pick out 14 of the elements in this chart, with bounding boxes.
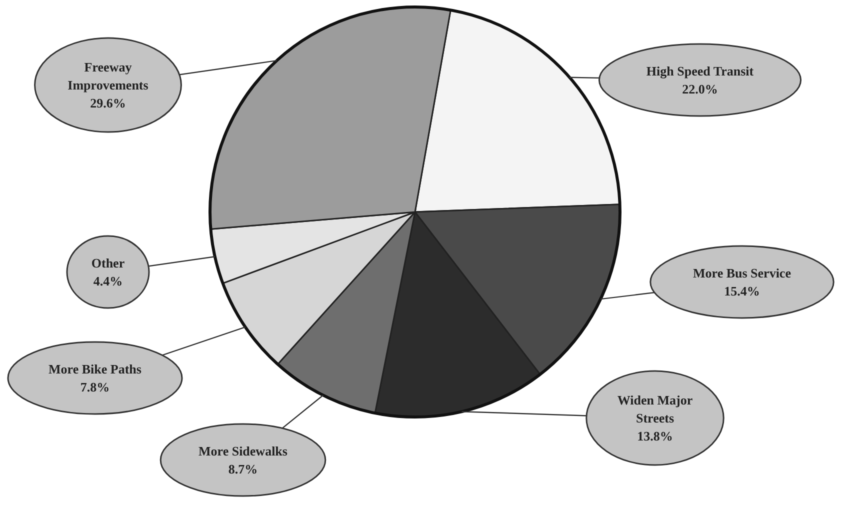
data-label: 15.4% bbox=[724, 284, 760, 298]
slice-label: More Bike Paths bbox=[48, 362, 142, 376]
slice-label: Widen Major Streets bbox=[617, 392, 693, 426]
data-label: 7.8% bbox=[80, 380, 110, 394]
slice-label: High Speed Transit bbox=[646, 64, 754, 78]
data-label: 4.4% bbox=[93, 274, 123, 288]
data-label: 13.8% bbox=[637, 428, 673, 444]
slice-label: Other bbox=[91, 256, 125, 270]
slice-label: More Bus Service bbox=[693, 266, 792, 280]
data-label: 29.6% bbox=[90, 96, 126, 110]
slice-label: Freeway Improvements bbox=[68, 60, 148, 92]
slice-label: More Sidewalks bbox=[198, 444, 288, 458]
data-label: 22.0% bbox=[682, 82, 718, 96]
data-label: 8.7% bbox=[228, 462, 258, 476]
